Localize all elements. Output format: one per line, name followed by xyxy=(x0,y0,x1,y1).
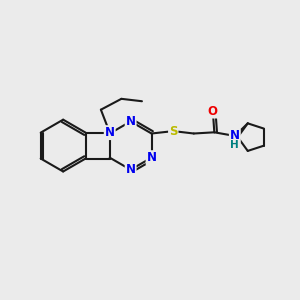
Text: N: N xyxy=(126,115,136,128)
Text: N: N xyxy=(105,126,115,139)
Text: H: H xyxy=(230,140,239,150)
Text: N: N xyxy=(126,163,136,176)
Text: O: O xyxy=(208,105,218,118)
Text: N: N xyxy=(230,129,240,142)
Text: N: N xyxy=(146,151,157,164)
Text: S: S xyxy=(169,124,178,138)
